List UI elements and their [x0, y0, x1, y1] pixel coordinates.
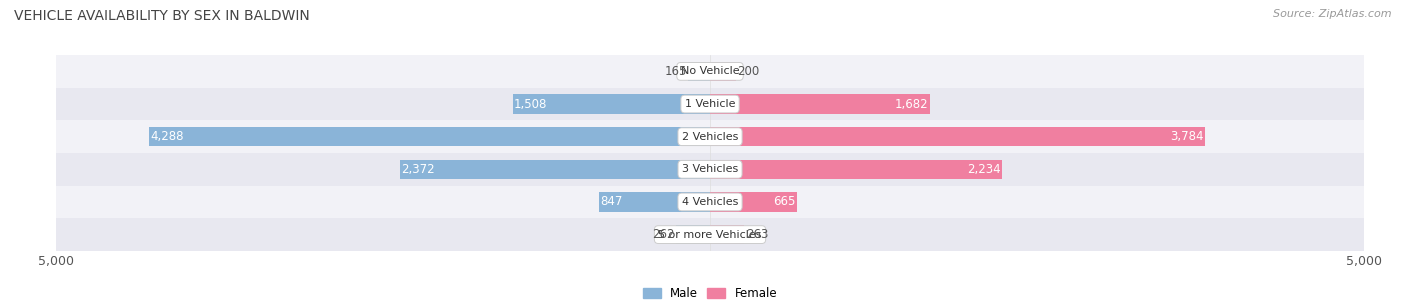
Text: 5 or more Vehicles: 5 or more Vehicles — [658, 230, 762, 240]
Bar — [56, 153, 1364, 186]
Text: Source: ZipAtlas.com: Source: ZipAtlas.com — [1274, 9, 1392, 19]
Bar — [689, 62, 710, 81]
Bar — [56, 55, 1364, 88]
Bar — [513, 94, 710, 114]
Text: 3 Vehicles: 3 Vehicles — [682, 164, 738, 174]
Text: 4 Vehicles: 4 Vehicles — [682, 197, 738, 207]
Bar — [710, 192, 797, 212]
Text: 1,682: 1,682 — [896, 98, 928, 110]
Text: 847: 847 — [600, 196, 623, 208]
Bar — [56, 88, 1364, 120]
Bar — [710, 159, 1002, 179]
Text: No Vehicle: No Vehicle — [681, 66, 740, 76]
Text: 2,372: 2,372 — [401, 163, 434, 176]
Text: 200: 200 — [738, 65, 759, 78]
Bar — [710, 62, 737, 81]
Text: VEHICLE AVAILABILITY BY SEX IN BALDWIN: VEHICLE AVAILABILITY BY SEX IN BALDWIN — [14, 9, 309, 23]
Legend: Male, Female: Male, Female — [643, 287, 778, 300]
Bar — [56, 120, 1364, 153]
Text: 262: 262 — [652, 228, 675, 241]
Bar — [56, 218, 1364, 251]
Text: 3,784: 3,784 — [1170, 130, 1204, 143]
Text: 165: 165 — [665, 65, 688, 78]
Bar — [710, 225, 744, 244]
Bar — [710, 94, 929, 114]
Text: 2,234: 2,234 — [967, 163, 1001, 176]
Text: 2 Vehicles: 2 Vehicles — [682, 132, 738, 142]
Bar — [149, 127, 710, 147]
Text: 1,508: 1,508 — [515, 98, 547, 110]
Bar — [56, 186, 1364, 218]
Text: 1 Vehicle: 1 Vehicle — [685, 99, 735, 109]
Bar — [676, 225, 710, 244]
Bar — [599, 192, 710, 212]
Text: 263: 263 — [745, 228, 768, 241]
Text: 4,288: 4,288 — [150, 130, 184, 143]
Text: 665: 665 — [773, 196, 796, 208]
Bar — [399, 159, 710, 179]
Bar — [710, 127, 1205, 147]
